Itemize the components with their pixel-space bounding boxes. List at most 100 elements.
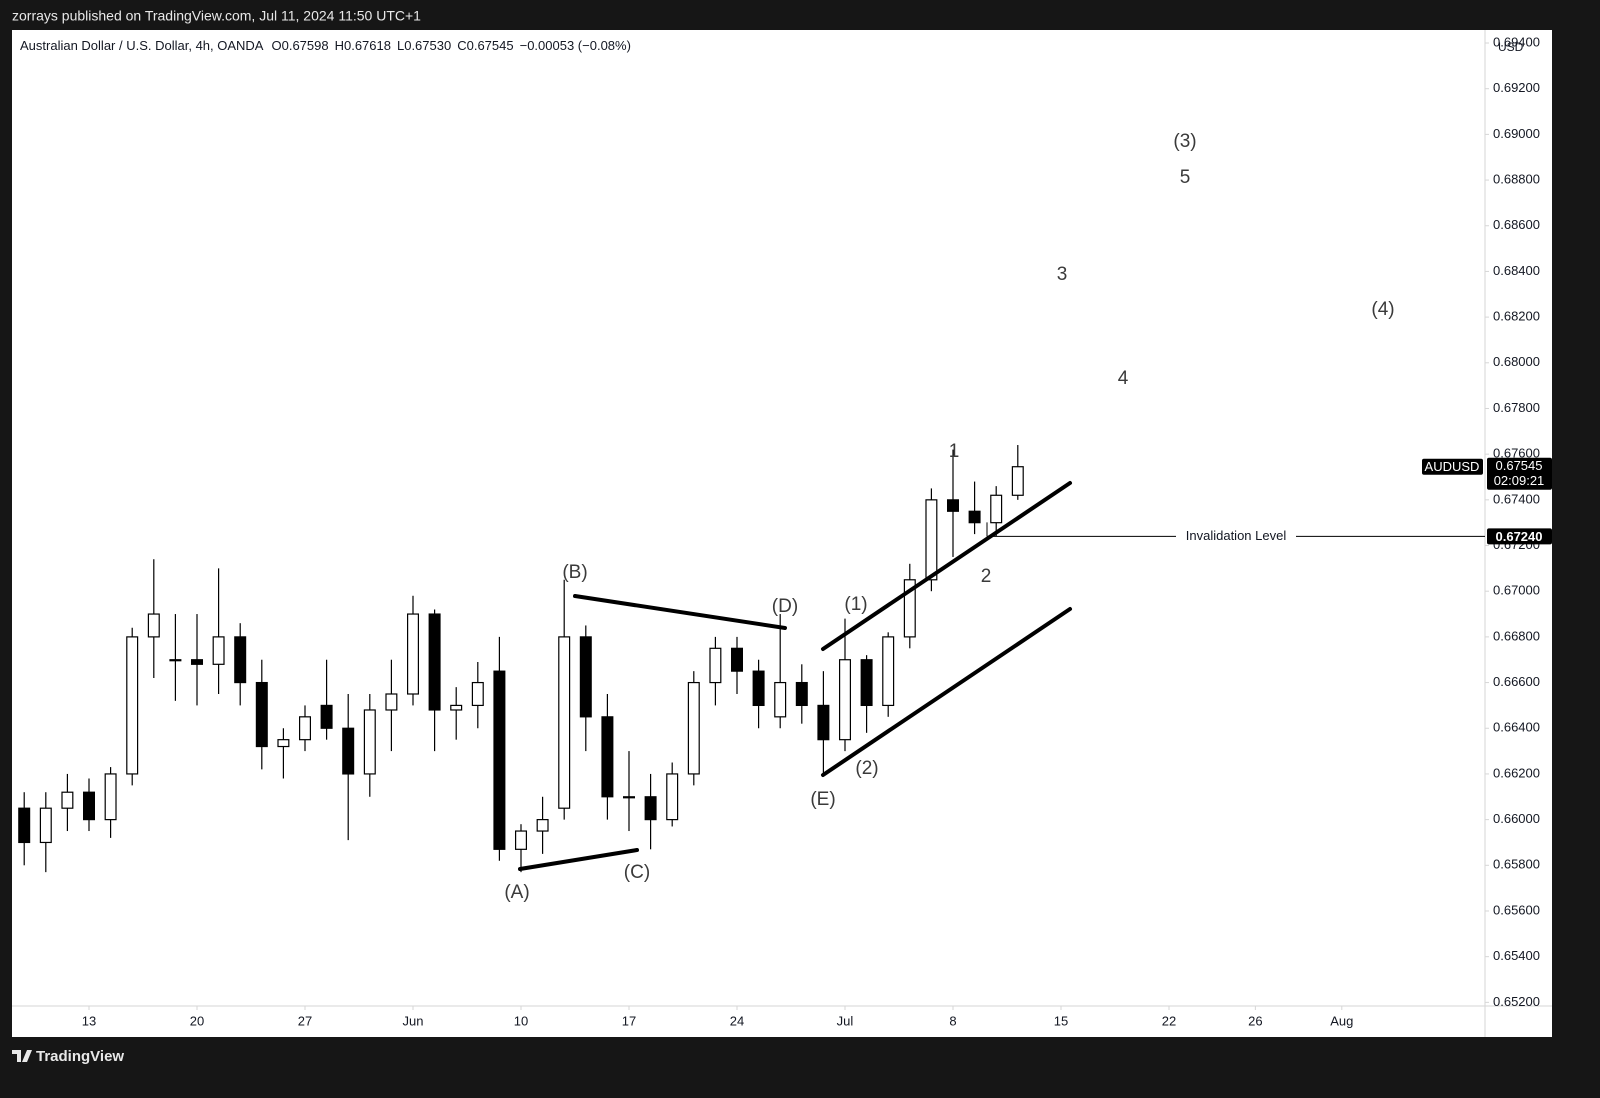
candle-body <box>946 499 959 512</box>
y-tick-label: 0.66800 <box>1493 628 1540 643</box>
candle-body <box>169 659 182 662</box>
y-tick-label: 0.69200 <box>1493 80 1540 95</box>
ticker-label: AUDUSD <box>1425 459 1480 474</box>
invalidation-price-label: 0.67240 <box>1496 529 1543 544</box>
x-tick-label: 8 <box>949 1013 956 1028</box>
candle-body <box>39 807 52 844</box>
x-tick-label: 24 <box>730 1013 744 1028</box>
y-tick-label: 0.66400 <box>1493 720 1540 735</box>
candle-body <box>514 830 527 850</box>
x-tick-label: 17 <box>622 1013 636 1028</box>
y-tick-label: 0.66200 <box>1493 765 1540 780</box>
candle-body <box>450 704 463 711</box>
candle-body <box>104 773 117 821</box>
wave-label: 3 <box>1057 264 1068 285</box>
triangle-upper-line <box>573 594 787 630</box>
y-tick-label: 0.68600 <box>1493 217 1540 232</box>
y-tick-label: 0.67000 <box>1493 583 1540 598</box>
candle-body <box>277 739 290 748</box>
logo-text: TradingView <box>36 1048 124 1065</box>
y-tick-label: 0.66000 <box>1493 811 1540 826</box>
candle-body <box>752 670 765 707</box>
logo-icon <box>12 1050 32 1062</box>
x-tick-label: Aug <box>1330 1013 1353 1028</box>
y-tick-label: 0.67400 <box>1493 491 1540 506</box>
wave-label: 1 <box>949 441 960 462</box>
channel-lower-line <box>821 607 1072 777</box>
x-tick-label: 20 <box>190 1013 204 1028</box>
y-tick-label: 0.68200 <box>1493 309 1540 324</box>
ticker-tag <box>1422 458 1483 475</box>
candle-body <box>925 499 938 581</box>
ohlc-value: −0.00053 (−0.08%) <box>520 38 631 53</box>
y-tick-label: 0.65200 <box>1493 994 1540 1009</box>
candle-body <box>255 681 268 748</box>
last-price-label: 0.67545 <box>1496 458 1543 473</box>
currency-label: USD <box>1498 40 1524 54</box>
y-tick-label: 0.66600 <box>1493 674 1540 689</box>
candle-body <box>83 791 96 821</box>
candle-body <box>860 659 873 707</box>
x-tick-label: 15 <box>1054 1013 1068 1028</box>
chart-panel <box>12 30 1552 1037</box>
ohlc-value: L0.67530 <box>397 38 451 53</box>
candle-body <box>342 727 355 775</box>
candle-body <box>61 791 74 809</box>
candle-body <box>838 659 851 741</box>
wave-label: (B) <box>562 562 587 583</box>
wave-label: (E) <box>810 789 835 810</box>
y-tick-label: 0.65600 <box>1493 902 1540 917</box>
candle-body <box>536 819 549 832</box>
symbol-legend: Australian Dollar / U.S. Dollar, 4h, OAN… <box>20 38 631 53</box>
y-tick-label: 0.65800 <box>1493 857 1540 872</box>
candle-body <box>666 773 679 821</box>
candle-body <box>471 681 484 707</box>
channel-upper-line <box>821 481 1072 651</box>
candle-body <box>579 636 592 718</box>
candle-body <box>774 681 787 718</box>
last-price-tag <box>1487 457 1552 490</box>
x-tick-label: 26 <box>1248 1013 1262 1028</box>
candle-body <box>730 647 743 672</box>
candle-body <box>363 709 376 775</box>
candle-body <box>147 613 160 638</box>
candle-body <box>882 636 895 707</box>
invalidation-price-tag <box>1487 528 1552 545</box>
triangle-lower-line <box>518 848 639 871</box>
candle-body <box>126 636 139 775</box>
publisher-header: zorrays published on TradingView.com, Ju… <box>12 8 421 24</box>
symbol-title: Australian Dollar / U.S. Dollar, 4h, OAN… <box>20 38 264 53</box>
candle-body <box>558 636 571 809</box>
y-tick-label: 0.69400 <box>1493 34 1540 49</box>
candle-body <box>644 796 657 821</box>
x-tick-label: Jul <box>837 1013 854 1028</box>
y-tick-label: 0.68800 <box>1493 172 1540 187</box>
candle-body <box>234 636 247 684</box>
candle-body <box>795 681 808 707</box>
x-tick-label: Jun <box>403 1013 424 1028</box>
ohlc-value: O0.67598 <box>271 38 328 53</box>
candle-body <box>1011 466 1024 496</box>
wave-label: 5 <box>1180 167 1191 188</box>
wave-label: (C) <box>624 862 650 883</box>
wave-label: (3) <box>1173 131 1196 152</box>
candle-body <box>817 704 830 741</box>
y-tick-label: 0.67800 <box>1493 400 1540 415</box>
wave-label: (D) <box>772 596 798 617</box>
candle-body <box>903 579 916 638</box>
x-tick-label: 27 <box>298 1013 312 1028</box>
countdown-label: 02:09:21 <box>1494 473 1545 488</box>
wave-label: (1) <box>844 594 867 615</box>
y-tick-label: 0.68000 <box>1493 354 1540 369</box>
y-tick-label: 0.68400 <box>1493 263 1540 278</box>
invalidation-text: Invalidation Level <box>1186 528 1287 543</box>
candle-body <box>601 716 614 798</box>
y-tick-label: 0.69000 <box>1493 126 1540 141</box>
candle-body <box>18 807 31 844</box>
wave-label: (A) <box>504 882 529 903</box>
candle-body <box>299 716 312 741</box>
candle-body <box>709 647 722 684</box>
x-tick-label: 10 <box>514 1013 528 1028</box>
ohlc-value: C0.67545 <box>457 38 513 53</box>
